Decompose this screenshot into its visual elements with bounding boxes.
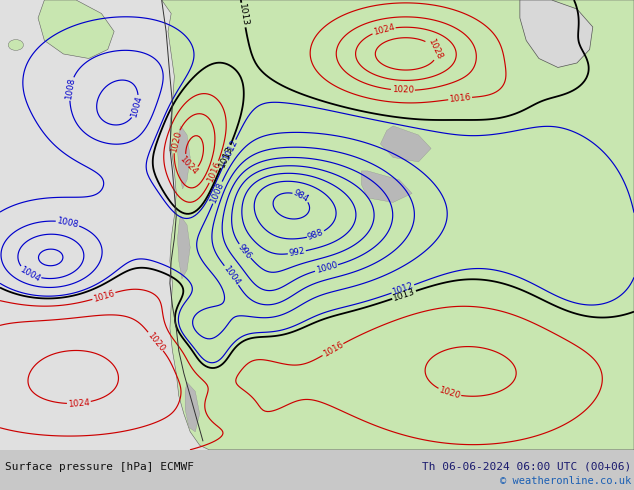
Text: 1004: 1004: [130, 95, 144, 119]
Text: 988: 988: [307, 228, 325, 242]
Text: 1020: 1020: [169, 130, 183, 153]
Text: 1020: 1020: [145, 330, 166, 353]
Text: 1000: 1000: [314, 261, 339, 275]
Text: 1016: 1016: [92, 289, 116, 303]
Polygon shape: [178, 216, 190, 279]
Text: 1020: 1020: [392, 85, 414, 95]
Text: 1012: 1012: [391, 281, 415, 297]
Text: 1004: 1004: [18, 265, 42, 283]
Text: 1008: 1008: [209, 181, 226, 204]
Circle shape: [8, 40, 23, 50]
Text: 1013: 1013: [392, 287, 417, 303]
Text: 992: 992: [288, 246, 306, 258]
Polygon shape: [178, 126, 190, 189]
Text: 1013: 1013: [217, 144, 235, 169]
Polygon shape: [520, 0, 593, 68]
Polygon shape: [162, 0, 634, 450]
Polygon shape: [38, 0, 114, 58]
Polygon shape: [361, 171, 412, 202]
Text: Th 06-06-2024 06:00 UTC (00+06): Th 06-06-2024 06:00 UTC (00+06): [422, 462, 631, 472]
Polygon shape: [0, 0, 162, 450]
Text: 1008: 1008: [56, 216, 79, 229]
Text: 1028: 1028: [426, 37, 444, 61]
Text: 1004: 1004: [221, 264, 242, 287]
Text: 984: 984: [292, 188, 311, 204]
Polygon shape: [380, 126, 431, 162]
Text: 996: 996: [236, 242, 254, 260]
Text: 1024: 1024: [68, 398, 90, 409]
Text: 1024: 1024: [178, 154, 199, 176]
Text: Surface pressure [hPa] ECMWF: Surface pressure [hPa] ECMWF: [5, 462, 194, 472]
Text: 1020: 1020: [437, 385, 462, 400]
Text: 1016: 1016: [321, 340, 345, 359]
Text: 1016: 1016: [206, 160, 223, 184]
Text: 1013: 1013: [237, 3, 250, 27]
Text: 1024: 1024: [372, 23, 396, 37]
Polygon shape: [185, 382, 200, 432]
Text: 1012: 1012: [222, 139, 239, 162]
Text: 1016: 1016: [449, 93, 472, 104]
Text: 1008: 1008: [64, 77, 77, 100]
Text: © weatheronline.co.uk: © weatheronline.co.uk: [500, 476, 631, 486]
